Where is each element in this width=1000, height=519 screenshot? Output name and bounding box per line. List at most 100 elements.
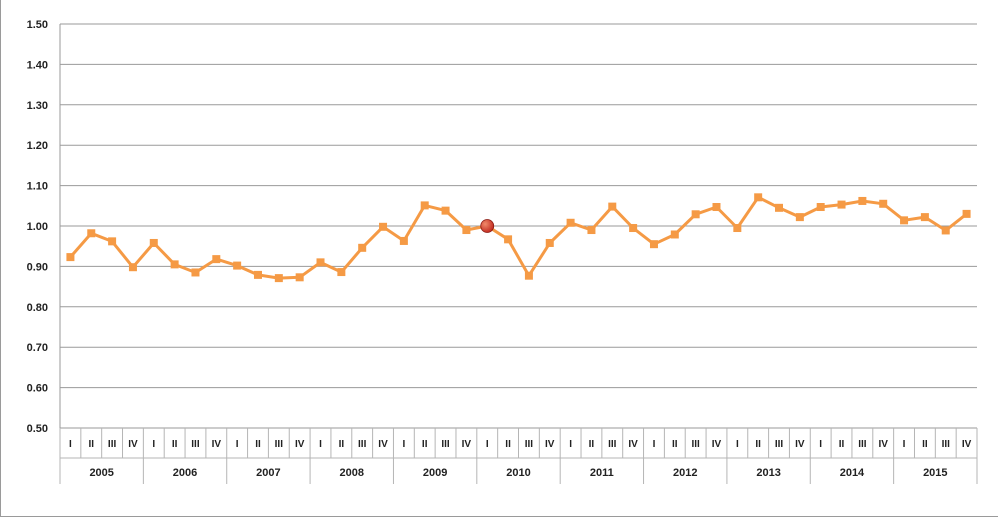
data-point: [170, 260, 179, 269]
quarter-tick-label: I: [903, 439, 906, 450]
data-point: [108, 237, 117, 246]
year-tick-label: 2012: [673, 467, 697, 479]
data-point: [295, 273, 304, 282]
y-tick-label: 1.10: [27, 181, 48, 193]
quarter-tick-label: II: [505, 439, 511, 450]
data-point: [608, 202, 617, 211]
data-point: [900, 216, 909, 225]
data-point: [358, 243, 367, 252]
data-point: [212, 255, 221, 264]
quarter-tick-label: III: [358, 439, 367, 450]
quarter-tick-label: IV: [378, 439, 388, 450]
quarter-tick-label: I: [69, 439, 72, 450]
data-point: [233, 261, 242, 270]
data-point: [87, 229, 96, 238]
quarter-tick-label: I: [319, 439, 322, 450]
quarter-tick-label: IV: [628, 439, 638, 450]
y-axis-ticks: 0.50 0.60 0.70 0.80 0.90 1.00 1.10 1.20 1.30 1.40…: [27, 19, 48, 435]
data-point: [66, 253, 75, 262]
data-point: [128, 263, 137, 272]
data-point: [545, 238, 554, 247]
quarter-tick-label: IV: [878, 439, 888, 450]
quarter-tick-label: I: [819, 439, 822, 450]
y-tick-label: 0.60: [27, 383, 48, 395]
data-point: [629, 224, 638, 233]
quarter-tick-label: III: [691, 439, 700, 450]
quarter-tick-label: IV: [795, 439, 805, 450]
quarter-tick-label: I: [653, 439, 656, 450]
y-tick-label: 0.50: [27, 423, 48, 435]
data-point: [399, 236, 408, 245]
data-point: [941, 226, 950, 235]
x-axis: I II III IV I II III IV I II III IV I II III IV I II III IV…: [59, 427, 978, 484]
quarter-tick-label: III: [108, 439, 117, 450]
quarter-tick-label: II: [88, 439, 94, 450]
data-point: [816, 203, 825, 212]
data-point: [858, 196, 867, 205]
year-tick-label: 2007: [256, 467, 280, 479]
y-tick-label: 0.80: [27, 302, 48, 314]
y-tick-label: 1.20: [27, 140, 48, 152]
data-point: [379, 222, 388, 231]
quarter-tick-label: I: [736, 439, 739, 450]
data-point: [962, 209, 971, 218]
quarter-tick-label: III: [441, 439, 450, 450]
y-tick-label: 1.50: [27, 19, 48, 31]
quarter-tick-label: II: [839, 439, 845, 450]
data-point: [775, 203, 784, 212]
data-point: [670, 230, 679, 239]
quarter-tick-label: II: [339, 439, 345, 450]
year-tick-label: 2014: [840, 467, 865, 479]
data-point: [879, 199, 888, 208]
year-tick-label: 2011: [590, 467, 614, 479]
quarter-tick-label: IV: [712, 439, 722, 450]
data-point: [712, 203, 721, 212]
data-point: [920, 213, 929, 222]
data-point: [420, 201, 429, 210]
data-point: [149, 238, 158, 247]
quarter-tick-label: II: [922, 439, 928, 450]
quarter-tick-label: I: [486, 439, 489, 450]
data-point: [524, 271, 533, 280]
quarter-tick-label: IV: [212, 439, 222, 450]
y-tick-label: 0.70: [27, 342, 48, 354]
data-point: [691, 210, 700, 219]
quarter-tick-label: IV: [128, 439, 138, 450]
data-point: [587, 226, 596, 235]
quarter-tick-label: II: [589, 439, 595, 450]
quarter-tick-label: II: [755, 439, 761, 450]
data-point: [316, 258, 325, 267]
data-point: [337, 268, 346, 277]
series-markers: [66, 193, 971, 283]
quarter-tick-label: III: [275, 439, 284, 450]
y-tick-label: 1.30: [27, 100, 48, 112]
quarter-tick-label: I: [569, 439, 572, 450]
year-tick-label: 2013: [756, 467, 780, 479]
quarter-tick-label: III: [775, 439, 784, 450]
data-point: [837, 200, 846, 209]
quarter-tick-label: I: [152, 439, 155, 450]
year-tick-label: 2010: [506, 467, 530, 479]
y-tick-label: 0.90: [27, 261, 48, 273]
data-point: [795, 213, 804, 222]
quarter-tick-label: III: [942, 439, 951, 450]
year-tick-label: 2005: [89, 467, 113, 479]
data-point: [733, 224, 742, 233]
quarter-tick-label: IV: [295, 439, 305, 450]
data-point: [649, 240, 658, 249]
data-point: [566, 218, 575, 227]
quarter-tick-label: II: [172, 439, 178, 450]
quarter-tick-label: II: [255, 439, 261, 450]
highlighted-data-point: [480, 219, 495, 233]
data-point: [274, 274, 283, 283]
year-tick-label: 2006: [173, 467, 197, 479]
year-tick-label: 2008: [340, 467, 364, 479]
quarter-tick-label: I: [402, 439, 405, 450]
year-tick-label: 2015: [923, 467, 947, 479]
data-point: [191, 268, 200, 277]
data-point: [504, 235, 513, 244]
quarter-tick-label: IV: [545, 439, 555, 450]
y-tick-label: 1.40: [27, 59, 48, 71]
